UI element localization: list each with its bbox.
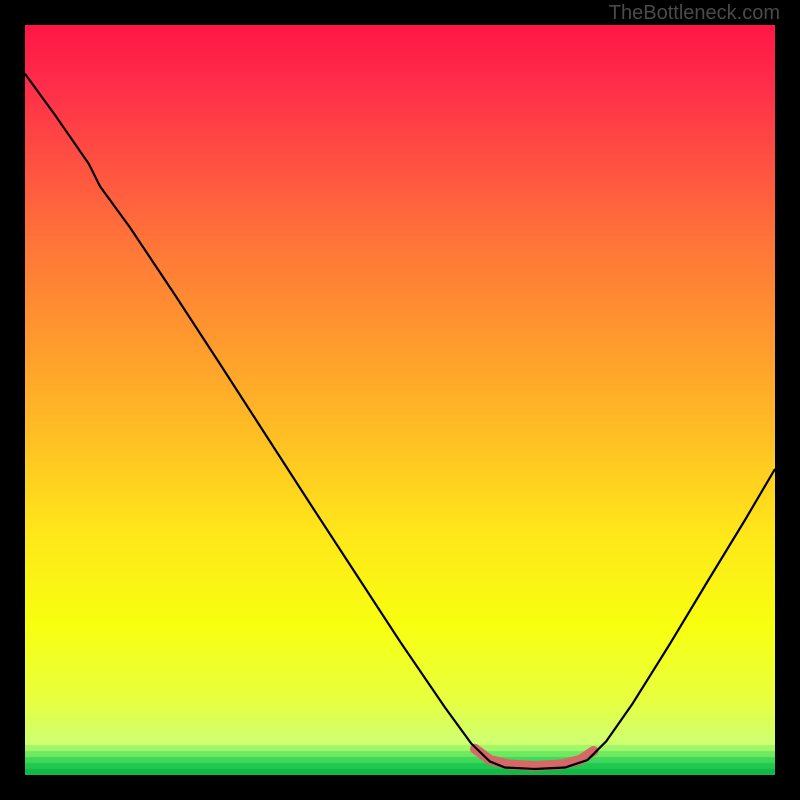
chart-plot-area — [25, 25, 775, 775]
bottleneck-curve — [25, 74, 775, 769]
watermark-text: TheBottleneck.com — [609, 2, 780, 25]
chart-curve-layer — [25, 25, 775, 775]
